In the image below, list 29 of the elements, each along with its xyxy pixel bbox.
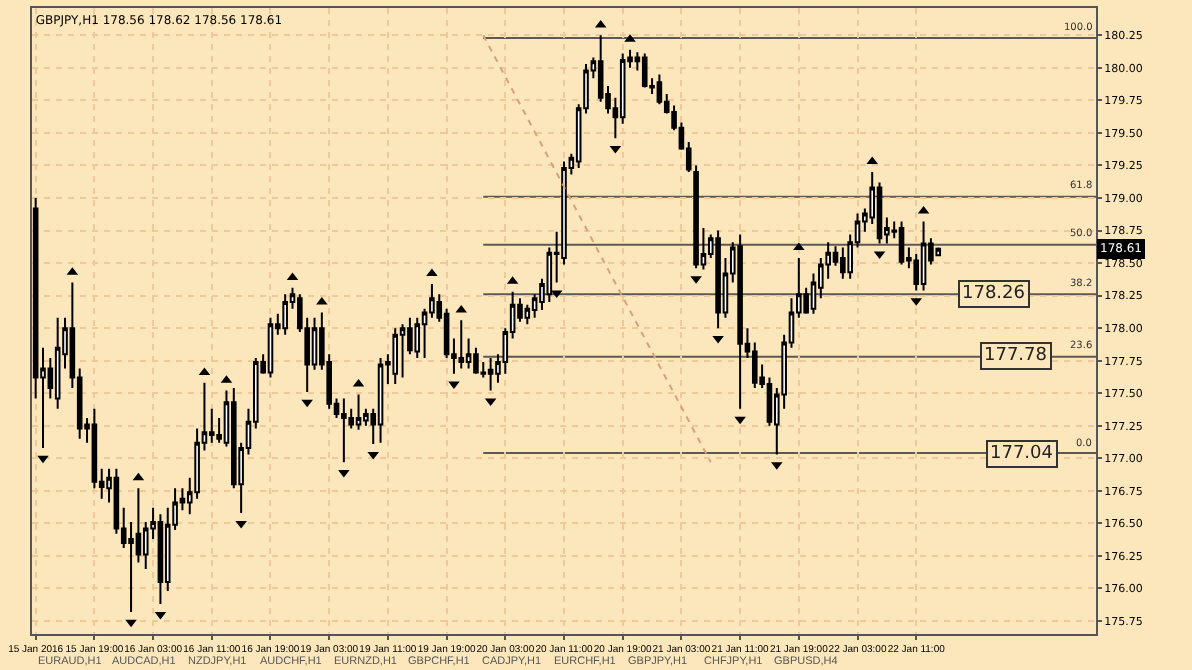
point xyxy=(125,619,137,628)
candlestick xyxy=(414,316,421,360)
candlestick xyxy=(458,319,465,370)
point xyxy=(37,455,49,464)
annotation: 177.78 xyxy=(984,346,1048,366)
point xyxy=(367,451,379,460)
candlestick xyxy=(392,327,399,386)
candlestick xyxy=(157,513,164,606)
point xyxy=(301,399,313,408)
candlestick xyxy=(737,233,743,410)
candlestick xyxy=(487,357,494,392)
candlestick xyxy=(341,397,347,464)
candlestick xyxy=(282,293,288,336)
point xyxy=(235,520,247,529)
candlestick xyxy=(399,323,406,379)
candlestick xyxy=(54,316,61,410)
candlestick xyxy=(656,73,663,106)
candlestick xyxy=(473,346,479,375)
annotation: 177.04 xyxy=(990,444,1054,464)
point xyxy=(866,156,878,165)
point xyxy=(734,416,746,425)
candlestick xyxy=(920,220,927,292)
candlestick xyxy=(898,220,905,266)
candlestick xyxy=(715,229,721,330)
candlestick xyxy=(641,52,648,89)
candlestick xyxy=(267,316,274,379)
annotation: 178.26 xyxy=(962,284,1026,304)
candlestick xyxy=(377,357,384,444)
candlestick xyxy=(355,393,362,431)
